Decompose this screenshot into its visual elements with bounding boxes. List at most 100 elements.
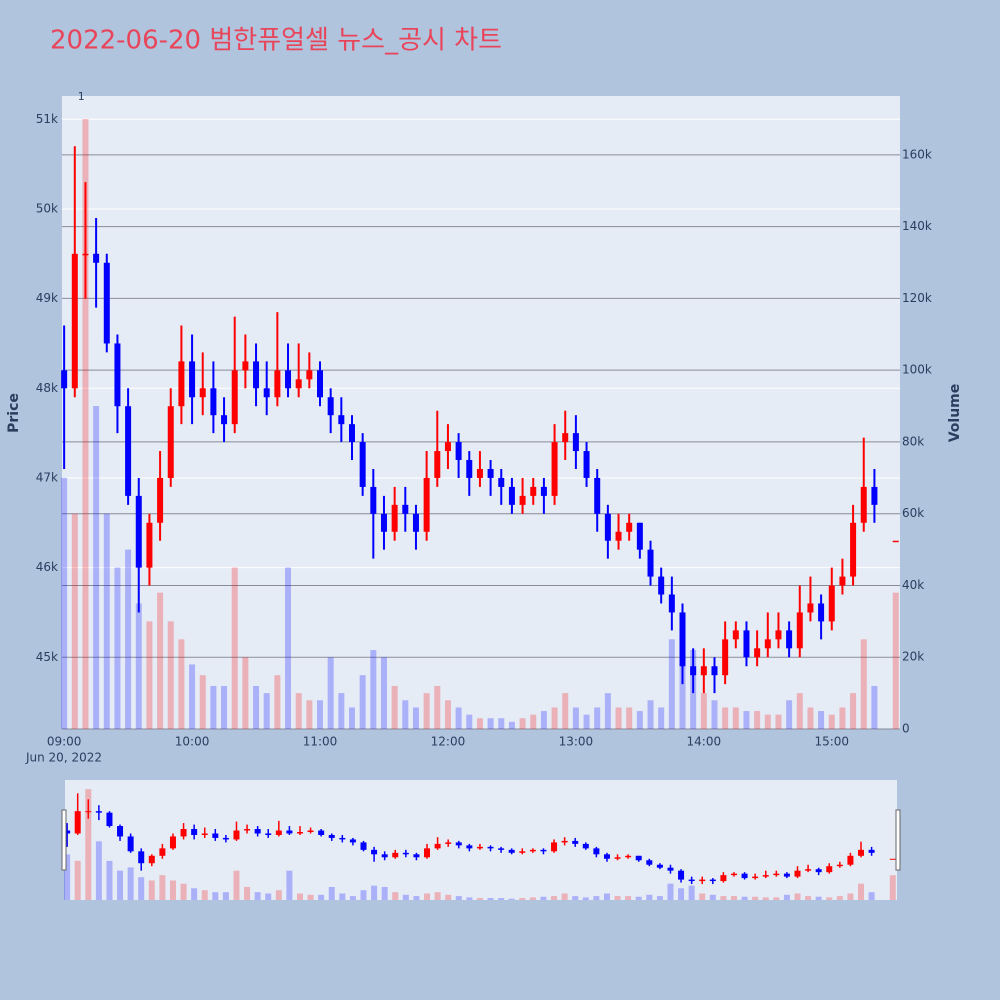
- candle-body: [231, 370, 238, 425]
- slider-volume-bar: [360, 890, 367, 900]
- volume-bar: [658, 707, 665, 729]
- slider-volume-bar: [614, 896, 621, 900]
- candle-body: [498, 477, 505, 487]
- slider-volume-bar: [455, 896, 462, 900]
- candle-body: [711, 666, 718, 676]
- slider-volume-bar: [95, 841, 102, 900]
- candle-body: [594, 477, 601, 514]
- volume-bar: [167, 621, 174, 729]
- slider-volume-bar: [656, 896, 663, 900]
- slider-handle[interactable]: [895, 809, 901, 871]
- slider-candle-body: [826, 866, 833, 873]
- volume-bar: [508, 721, 515, 729]
- slider-volume-bar: [826, 897, 833, 900]
- candle-body: [391, 504, 398, 532]
- slider-candle-body: [339, 837, 346, 840]
- slider-volume-bar: [117, 870, 124, 900]
- candle-body: [455, 442, 462, 461]
- slider-volume-bar: [487, 898, 494, 900]
- slider-volume-bar: [529, 897, 536, 900]
- volume-bar: [775, 714, 782, 729]
- y-tick-label: 48k: [36, 381, 58, 395]
- candle-body: [818, 603, 825, 622]
- x-tick-label: 11:00: [303, 735, 338, 749]
- candle-body: [636, 522, 643, 550]
- slider-volume-bar: [254, 892, 261, 900]
- slider-candle-body: [169, 836, 176, 849]
- slider-candle-body: [815, 869, 822, 873]
- volume-bar: [743, 711, 750, 729]
- slider-volume-bar: [635, 896, 642, 900]
- slider-volume-bar: [688, 885, 695, 900]
- candle-body: [199, 388, 206, 398]
- slider-candle-body: [106, 812, 113, 827]
- slider-candle-body: [741, 873, 748, 879]
- slider-candle-body: [466, 845, 473, 849]
- slider-volume-bar: [561, 893, 568, 900]
- y2-axis-title: Volume: [947, 384, 963, 443]
- slider-candle-body: [381, 854, 388, 858]
- slider-handle[interactable]: [61, 809, 67, 871]
- slider-candle-body: [688, 879, 695, 882]
- slider-candle-body: [138, 851, 145, 864]
- volume-bar: [146, 621, 153, 729]
- candle-body: [125, 406, 132, 496]
- candle-body: [786, 630, 793, 649]
- volume-bar: [93, 406, 100, 729]
- slider-volume-bar: [445, 894, 452, 900]
- volume-bar: [327, 657, 334, 729]
- volume-bar: [679, 664, 686, 729]
- slider-candle-body: [614, 857, 621, 859]
- slider-volume-bar: [307, 894, 314, 900]
- candle-body: [444, 442, 451, 452]
- volume-bar: [594, 707, 601, 729]
- slider-candle-body: [487, 846, 494, 849]
- candle-body: [348, 424, 355, 443]
- volume-bar: [476, 718, 483, 729]
- volume-bar: [189, 664, 196, 729]
- slider-candle-body: [254, 829, 261, 834]
- candle-body: [722, 639, 729, 676]
- slider-volume-bar: [847, 893, 854, 900]
- slider-candle-body: [74, 811, 81, 834]
- candle-body: [178, 361, 185, 407]
- volume-bar: [61, 477, 68, 729]
- slider-volume-bar: [148, 880, 155, 900]
- candle-body: [796, 612, 803, 649]
- volume-bar: [274, 675, 281, 729]
- slider-volume-bar: [265, 893, 272, 900]
- slider-volume-bar: [106, 860, 113, 900]
- slider-candle-body: [752, 876, 759, 879]
- slider-volume-bar: [424, 893, 431, 900]
- slider-candle-body: [508, 849, 515, 853]
- volume-bar: [615, 707, 622, 729]
- annotation: 1: [78, 90, 85, 103]
- slider-candle-body: [371, 849, 378, 855]
- candle-body: [828, 585, 835, 622]
- range-slider[interactable]: [65, 780, 897, 900]
- volume-bar: [850, 693, 857, 729]
- candle-body: [82, 253, 89, 256]
- slider-candle-body: [667, 867, 674, 871]
- candle-body: [679, 612, 686, 667]
- volume-bar: [434, 685, 441, 729]
- volume-bar: [285, 567, 292, 729]
- volume-bar: [199, 675, 206, 729]
- candle-body: [135, 495, 142, 568]
- candle-body: [221, 415, 228, 425]
- slider-volume-bar: [889, 875, 896, 900]
- volume-bar: [135, 603, 142, 729]
- slider-volume-bar: [201, 890, 208, 900]
- y2-tick-label: 20k: [902, 650, 924, 664]
- candle-body: [359, 442, 366, 487]
- slider-candle-body: [709, 879, 716, 882]
- volume-bar: [711, 700, 718, 729]
- slider-candle-body: [191, 829, 198, 835]
- volume-bar: [380, 657, 387, 729]
- x-tick-label: 09:00: [47, 735, 82, 749]
- candle-body: [327, 397, 334, 416]
- slider-candle-body: [434, 843, 441, 849]
- candle-body: [764, 639, 771, 649]
- volume-bar: [818, 711, 825, 729]
- slider-candle-body: [529, 849, 536, 852]
